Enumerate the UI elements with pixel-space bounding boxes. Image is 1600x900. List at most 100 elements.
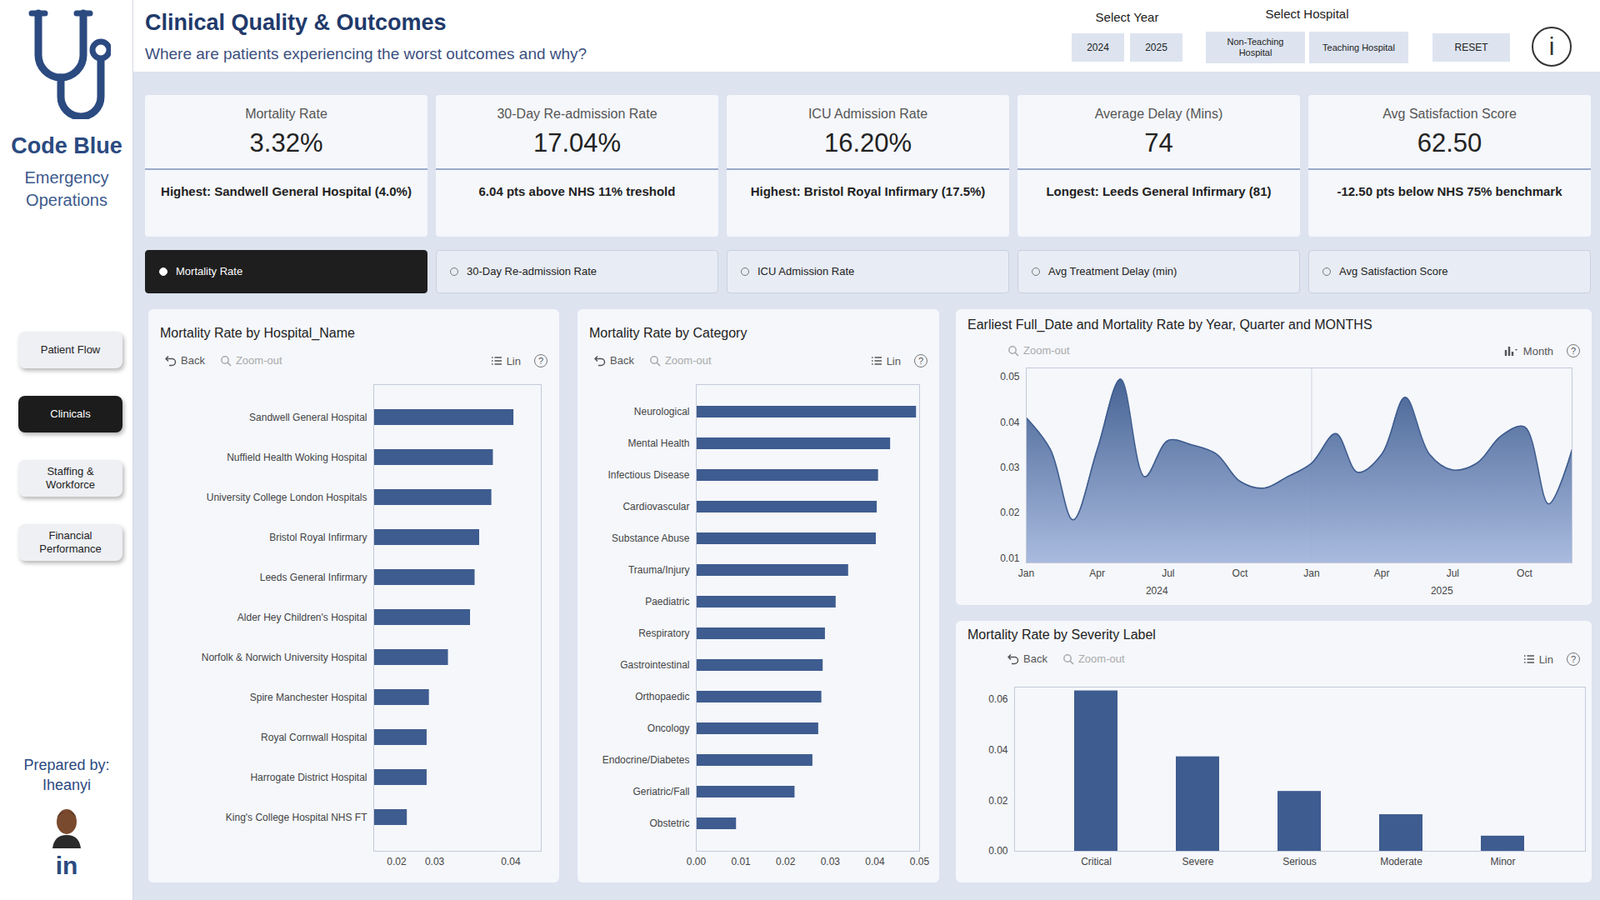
html-text:Lin: Lin (1538, 652, 1554, 666)
html-text:Mortality Rate by Category: Mortality Rate by Category (589, 325, 747, 340)
svg-text:Severe: Severe (1181, 855, 1214, 868)
html-text:Patient Flow: Patient Flow (40, 343, 101, 356)
svg-text:Neurological: Neurological (634, 405, 690, 418)
svg-text:0.00: 0.00 (988, 845, 1009, 857)
svg-text:Nuffield Health Woking Hospita: Nuffield Health Woking Hospital (226, 451, 367, 464)
html-text:Month: Month (1523, 344, 1554, 358)
html-text:62.50: 62.50 (1417, 128, 1482, 158)
svg-text:0.01: 0.01 (1000, 552, 1020, 565)
html-text:Staffing & Workforce: Staffing & Workforce (45, 465, 95, 491)
svg-text:Alder Hey Children's Hospital: Alder Hey Children's Hospital (237, 611, 368, 624)
svg-text:Minor: Minor (1490, 855, 1515, 868)
svg-text:Cardiovascular: Cardiovascular (622, 500, 690, 513)
html-text:-12.50 pts below NHS 75% bench: -12.50 pts below NHS 75% benchmark (1337, 184, 1563, 199)
html-text:in: in (55, 851, 78, 880)
svg-text:0.04: 0.04 (988, 744, 1009, 756)
svg-text:University College London Hosp: University College London Hospitals (206, 491, 368, 504)
html-text:Where are patients experiencin: Where are patients experiencing the wors… (145, 45, 587, 63)
svg-text:Spire Manchester Hospital: Spire Manchester Hospital (250, 691, 368, 704)
svg-text:Norfolk & Norwich University H: Norfolk & Norwich University Hospital (201, 651, 368, 664)
svg-text:Jan: Jan (1018, 567, 1035, 580)
html-text:Highest: Sandwell General Hosp: Highest: Sandwell General Hospital (4.0%… (160, 184, 412, 199)
svg-text:0.02: 0.02 (1000, 506, 1020, 519)
svg-text:0.05: 0.05 (910, 855, 930, 868)
svg-text:Endocrine/Diabetes: Endocrine/Diabetes (602, 754, 690, 766)
svg-text:Infectious Disease: Infectious Disease (607, 469, 690, 481)
html-text:Lin: Lin (886, 354, 901, 368)
html-text:Emergency Operations: Emergency Operations (24, 168, 109, 210)
html-text:Code Blue: Code Blue (11, 133, 123, 159)
svg-text:2025: 2025 (1430, 585, 1454, 597)
html-text:Clinical Quality & Outcomes: Clinical Quality & Outcomes (145, 10, 447, 35)
html-text:2025: 2025 (1145, 41, 1168, 54)
html-text:Select Hospital: Select Hospital (1265, 6, 1349, 21)
svg-text:King's College Hospital NHS FT: King's College Hospital NHS FT (225, 811, 368, 824)
svg-text:Moderate: Moderate (1380, 855, 1423, 868)
svg-text:0.00: 0.00 (686, 855, 707, 868)
svg-text:0.03: 0.03 (425, 855, 445, 868)
html-text:74: 74 (1144, 128, 1174, 158)
svg-text:0.04: 0.04 (500, 855, 521, 868)
html-text:Select Year: Select Year (1095, 10, 1159, 25)
html-text:Clinicals: Clinicals (50, 407, 91, 420)
svg-text:Mental Health: Mental Health (627, 437, 690, 450)
svg-text:0.03: 0.03 (820, 855, 841, 868)
svg-text:Jul: Jul (1446, 567, 1460, 580)
svg-text:Royal Cornwall Hospital: Royal Cornwall Hospital (260, 731, 367, 744)
html-text:Lin: Lin (506, 354, 521, 368)
svg-text:Harrogate District Hospital: Harrogate District Hospital (250, 771, 367, 784)
svg-text:0.02: 0.02 (988, 795, 1009, 807)
svg-text:2024: 2024 (1145, 585, 1169, 597)
html-text:Mortality Rate: Mortality Rate (245, 106, 328, 121)
svg-text:Jul: Jul (1161, 567, 1175, 580)
html-text:Earliest Full_Date and Mortali: Earliest Full_Date and Mortality Rate by… (967, 317, 1373, 332)
html-text:30-Day Re-admission Rate: 30-Day Re-admission Rate (497, 106, 658, 121)
svg-text:0.01: 0.01 (730, 855, 751, 868)
svg-text:Serious: Serious (1282, 855, 1317, 868)
svg-text:0.04: 0.04 (1000, 416, 1020, 429)
svg-text:Apr: Apr (1374, 567, 1390, 580)
svg-text:0.03: 0.03 (1000, 461, 1020, 474)
svg-text:Trauma/Injury: Trauma/Injury (628, 564, 690, 576)
svg-text:Oct: Oct (1516, 567, 1533, 580)
html-text:17.04%: 17.04% (533, 128, 621, 158)
html-text:6.04 pts above NHS 11% treshol: 6.04 pts above NHS 11% treshold (478, 184, 676, 199)
svg-text:0.04: 0.04 (865, 855, 885, 868)
html-text:Iheanyi: Iheanyi (42, 776, 91, 794)
svg-text:Critical: Critical (1080, 855, 1112, 868)
svg-text:Orthopaedic: Orthopaedic (635, 690, 690, 703)
svg-text:Substance Abuse: Substance Abuse (611, 532, 690, 545)
svg-text:Oct: Oct (1232, 567, 1249, 580)
svg-text:Apr: Apr (1089, 567, 1105, 580)
html-text:2024: 2024 (1086, 41, 1109, 54)
html-text:16.20%: 16.20% (824, 128, 912, 158)
html-text:Mortality Rate: Mortality Rate (175, 265, 243, 278)
svg-text:0.06: 0.06 (988, 693, 1009, 705)
html-text:Mortality Rate by Hospital_Nam: Mortality Rate by Hospital_Name (160, 325, 355, 340)
svg-text:Leeds General Infirmary: Leeds General Infirmary (260, 571, 368, 584)
html-text:Mortality Rate by Severity Lab: Mortality Rate by Severity Label (967, 627, 1156, 642)
svg-text:Jan: Jan (1303, 567, 1320, 580)
svg-text:Bristol Royal Infirmary: Bristol Royal Infirmary (269, 531, 367, 544)
svg-text:Sandwell General Hospital: Sandwell General Hospital (249, 411, 367, 424)
html-text:ICU Admission Rate: ICU Admission Rate (808, 106, 928, 121)
svg-text:Geriatric/Fall: Geriatric/Fall (632, 785, 690, 798)
svg-text:Oncology: Oncology (647, 722, 690, 735)
html-text:Highest: Bristol Royal Infirma: Highest: Bristol Royal Infirmary (17.5%) (750, 184, 986, 199)
svg-text:Obstetric: Obstetric (649, 817, 690, 830)
html-text:30-Day Re-admission Rate: 30-Day Re-admission Rate (466, 265, 597, 278)
html-text:Non-Teaching Hospital: Non-Teaching Hospital (1227, 36, 1284, 58)
html-text:3.32%: 3.32% (249, 128, 323, 158)
svg-text:Respiratory: Respiratory (638, 627, 690, 640)
svg-text:Paediatric: Paediatric (645, 595, 690, 608)
svg-text:Gastrointestinal: Gastrointestinal (620, 659, 690, 671)
html-text:Longest: Leeds General Infirma: Longest: Leeds General Infirmary (81) (1046, 184, 1272, 199)
svg-text:0.05: 0.05 (1000, 370, 1020, 383)
html-text:Avg Satisfaction Score: Avg Satisfaction Score (1382, 106, 1517, 121)
html-text:Average Delay (Mins): Average Delay (Mins) (1094, 106, 1223, 121)
html-text:Financial Performance: Financial Performance (39, 529, 102, 555)
svg-text:0.02: 0.02 (386, 855, 407, 868)
html-text:RESET: RESET (1454, 41, 1488, 54)
html-text:Prepared by:: Prepared by: (23, 756, 110, 774)
svg-text:0.02: 0.02 (775, 855, 796, 868)
